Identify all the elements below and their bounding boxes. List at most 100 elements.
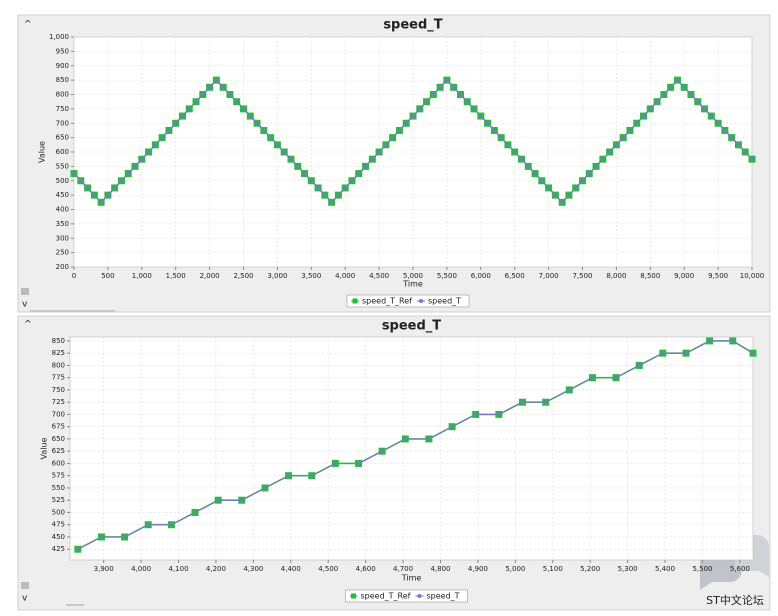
h-scroll[interactable] <box>66 604 84 606</box>
x-tick-label: 3,000 <box>267 272 287 280</box>
marker <box>133 164 137 168</box>
legend-label: speed_T_Ref <box>361 592 411 601</box>
marker <box>594 164 598 168</box>
marker <box>248 114 252 118</box>
marker <box>140 157 144 161</box>
marker <box>608 150 612 154</box>
marker <box>445 78 449 82</box>
x-tick-label: 4,000 <box>335 272 355 280</box>
marker <box>106 193 110 197</box>
x-tick-label: 7,000 <box>539 272 559 280</box>
marker <box>350 179 354 183</box>
marker <box>684 351 688 355</box>
marker <box>520 400 524 404</box>
scroll-down[interactable]: v <box>22 594 28 604</box>
marker <box>309 179 313 183</box>
scroll-up[interactable]: ^ <box>24 320 32 330</box>
marker <box>397 128 401 132</box>
scroll-thumb[interactable] <box>21 582 29 589</box>
legend-swatch <box>351 593 356 599</box>
y-tick-label: 950 <box>56 47 69 55</box>
marker <box>357 172 361 176</box>
marker <box>364 164 368 168</box>
y-tick-label: 650 <box>56 134 69 142</box>
y-tick-label: 425 <box>52 545 65 553</box>
y-tick-label: 450 <box>56 191 69 199</box>
y-tick-label: 700 <box>56 119 69 127</box>
y-axis-label: Value <box>40 437 49 459</box>
marker <box>696 100 700 104</box>
marker <box>465 100 469 104</box>
marker <box>621 136 625 140</box>
y-tick-label: 550 <box>52 484 65 492</box>
marker <box>492 128 496 132</box>
marker <box>316 186 320 190</box>
x-tick-label: 3,500 <box>301 272 321 280</box>
marker <box>357 461 361 465</box>
marker <box>425 100 429 104</box>
x-tick-label: 5,500 <box>692 565 712 573</box>
marker <box>458 93 462 96</box>
marker <box>479 114 483 118</box>
y-tick-label: 1,000 <box>49 33 69 41</box>
marker <box>86 186 90 190</box>
y-tick-label: 750 <box>56 105 69 113</box>
marker <box>635 121 639 125</box>
marker <box>269 136 273 140</box>
legend-swatch <box>417 594 422 598</box>
marker <box>731 339 735 343</box>
marker <box>169 523 173 527</box>
marker <box>708 339 712 343</box>
marker <box>384 143 388 147</box>
marker <box>187 107 191 111</box>
marker <box>193 510 197 514</box>
scroll-down[interactable]: v <box>22 300 28 310</box>
marker <box>404 121 408 125</box>
y-tick-label: 200 <box>56 263 69 271</box>
y-tick-label: 650 <box>52 435 65 443</box>
marker <box>391 136 395 140</box>
marker <box>655 100 659 104</box>
legend <box>346 294 470 308</box>
marker <box>282 150 286 154</box>
marker <box>506 143 510 147</box>
marker <box>723 128 727 132</box>
y-tick-label: 675 <box>52 423 65 431</box>
x-tick-label: 4,200 <box>206 565 226 573</box>
marker <box>682 85 686 89</box>
marker <box>750 157 754 161</box>
watermark: ST中文论坛 <box>706 593 764 607</box>
marker <box>370 157 374 161</box>
y-tick-label: 700 <box>52 410 65 418</box>
x-tick-label: 4,400 <box>281 565 301 573</box>
x-tick-label: 6,000 <box>471 272 491 280</box>
marker <box>377 150 381 154</box>
x-tick-label: 5,100 <box>543 565 563 573</box>
marker <box>380 449 384 453</box>
marker <box>614 376 618 380</box>
series-line <box>77 340 754 550</box>
marker <box>553 193 557 197</box>
marker <box>262 128 266 132</box>
marker <box>336 193 340 197</box>
x-tick-label: 2,500 <box>233 272 253 280</box>
marker <box>119 179 123 183</box>
scroll-up[interactable]: ^ <box>24 20 32 30</box>
y-tick-label: 725 <box>52 398 65 406</box>
marker <box>547 186 551 190</box>
scroll-thumb[interactable] <box>21 288 29 295</box>
y-tick-label: 475 <box>52 521 65 529</box>
marker <box>648 107 652 111</box>
marker <box>310 474 314 478</box>
marker <box>194 100 198 104</box>
h-scroll[interactable] <box>30 310 115 312</box>
marker <box>499 136 503 140</box>
chart-title: speed_T <box>383 18 442 33</box>
marker <box>275 143 279 147</box>
marker <box>180 114 184 118</box>
x-tick-label: 4,500 <box>318 565 338 573</box>
marker <box>113 186 117 190</box>
marker <box>642 114 646 118</box>
